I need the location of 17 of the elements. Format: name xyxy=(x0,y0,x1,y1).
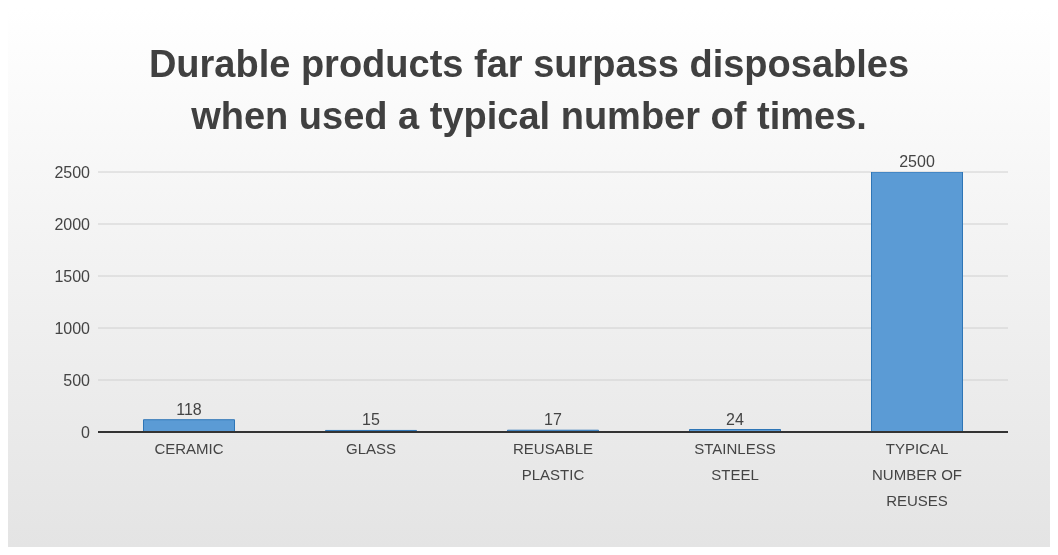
x-tick-label: GLASS xyxy=(345,440,397,457)
y-tick-label: 2500 xyxy=(54,163,91,181)
x-tick-label: CERAMIC xyxy=(154,440,224,457)
data-label: 15 xyxy=(362,411,380,429)
x-tick-label: REUSABLE PLASTIC xyxy=(512,440,594,483)
data-label: 17 xyxy=(544,411,562,429)
y-tick-label: 1500 xyxy=(54,267,91,285)
data-label: 24 xyxy=(726,410,744,428)
y-tick-label: 500 xyxy=(63,371,91,389)
data-label: 118 xyxy=(176,400,202,418)
data-label: 2500 xyxy=(899,153,935,170)
y-tick-label: 2000 xyxy=(54,215,91,233)
x-tick-label: STAINLESS STEEL xyxy=(694,440,776,483)
x-tick-label: TYPICAL NUMBER OF REUSES xyxy=(872,440,962,509)
y-tick-label: 0 xyxy=(81,423,91,441)
chart-title: Durable products far surpass disposables when used a typical number of times. xyxy=(147,42,911,139)
y-tick-label: 1000 xyxy=(54,319,91,337)
